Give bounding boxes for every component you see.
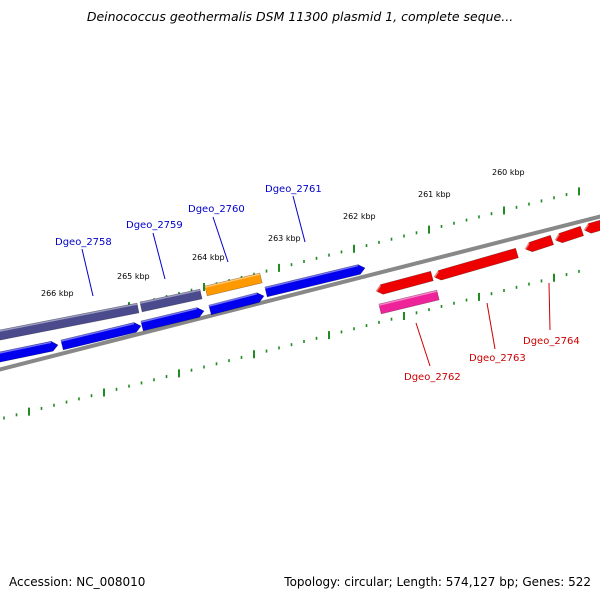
gene-feature-dgeo-2759	[140, 307, 205, 332]
tick-label: 262 kbp	[343, 212, 376, 221]
gene-feature-blue-highlight	[60, 322, 135, 342]
tick-label: 265 kbp	[117, 272, 150, 281]
gene-feature-dgeo-2760	[204, 272, 263, 297]
tick-label: 264 kbp	[192, 253, 225, 262]
gene-feature-blue-highlight	[0, 341, 52, 354]
gene-label: Dgeo_2759	[126, 220, 183, 231]
label-leader-line	[81, 248, 94, 297]
gene-feature-red	[375, 270, 434, 295]
gene-feature-blue-highlight	[208, 292, 258, 307]
label-leader-line	[548, 282, 551, 331]
gene-feature-red	[524, 234, 554, 253]
gene-label: Dgeo_2764	[523, 336, 580, 347]
gene-features	[0, 219, 600, 363]
gene-feature-blue	[60, 322, 142, 351]
gene-feature-blue	[0, 340, 59, 363]
gene-feature-dgeo-2763	[433, 247, 519, 281]
label-leader-line	[415, 322, 431, 367]
label-leader-line	[292, 195, 306, 243]
accession-text: Accession: NC_008010	[9, 575, 146, 589]
gene-feature-red	[583, 219, 600, 234]
gene-feature-dark-highlight	[139, 289, 201, 304]
tick-label: 260 kbp	[492, 168, 525, 177]
gene-feature-dgeo-2760-highlight	[204, 273, 261, 288]
gene-label: Dgeo_2763	[469, 353, 526, 364]
tick-labels: 266 kbp 265 kbp 264 kbp 263 kbp 262 kbp 261 k…	[41, 168, 525, 298]
label-leaders	[81, 195, 551, 367]
genome-backbone	[0, 214, 600, 372]
gene-feature-dgeo-2763-highlight	[433, 271, 439, 279]
gene-feature-red-highlight	[583, 224, 590, 232]
gene-feature-dgeo-2762	[378, 289, 440, 315]
gene-feature-dgeo-2761	[264, 264, 366, 298]
gene-feature-dgeo-2764-highlight	[554, 233, 560, 242]
gene-feature-dgeo-2764	[554, 225, 584, 244]
topology-summary: Topology: circular; Length: 574,127 bp; …	[284, 575, 591, 589]
tick-label: 263 kbp	[268, 234, 301, 243]
gene-feature-dgeo-2759-highlight	[140, 307, 198, 323]
gene-feature-dgeo-2761-highlight	[264, 264, 359, 289]
tick-label: 266 kbp	[41, 289, 74, 298]
label-leader-line	[212, 216, 229, 263]
label-leader-line	[152, 232, 166, 280]
gene-feature-dark	[139, 288, 203, 313]
page-title: Deinococcus geothermalis DSM 11300 plasm…	[86, 9, 514, 24]
gene-label: Dgeo_2760	[188, 204, 245, 215]
label-leader-line	[486, 302, 496, 350]
gene-feature-dgeo-2762-highlight	[378, 290, 438, 306]
tick-track-inner	[3, 269, 580, 420]
gene-label: Dgeo_2758	[55, 237, 112, 248]
gene-feature-red-highlight	[375, 285, 382, 293]
tick-label: 261 kbp	[418, 190, 451, 199]
gene-labels: Dgeo_2758 Dgeo_2759 Dgeo_2760 Dgeo_2761 Dgeo…	[55, 184, 580, 383]
gene-feature-dgeo-2758	[0, 302, 140, 341]
gene-feature-dgeo-2758-highlight	[0, 303, 138, 332]
gene-feature-blue	[208, 292, 265, 316]
gene-label: Dgeo_2762	[404, 372, 461, 383]
gene-feature-red-highlight	[524, 242, 530, 251]
gene-label: Dgeo_2761	[265, 184, 322, 195]
